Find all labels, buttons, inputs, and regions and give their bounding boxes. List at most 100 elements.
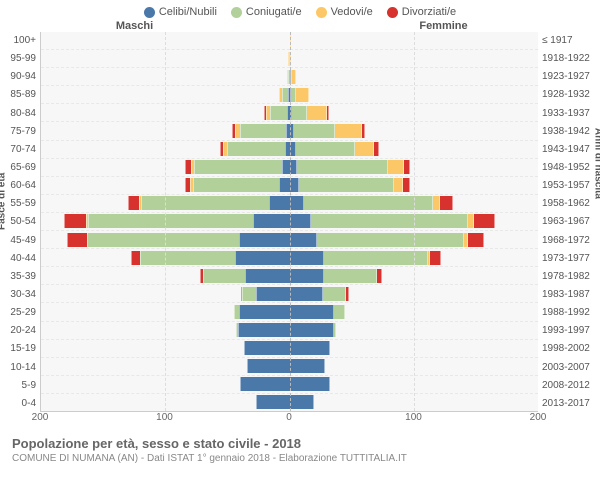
bar-segment-married xyxy=(140,251,234,265)
age-label: 10-14 xyxy=(0,359,36,376)
bar-segment-single xyxy=(245,269,290,283)
legend-item: Vedovi/e xyxy=(316,6,373,18)
bar-segment-single xyxy=(290,323,334,337)
bar-segment-single xyxy=(279,178,289,192)
age-label: 40-44 xyxy=(0,250,36,267)
bar-group xyxy=(290,287,408,301)
birth-year-label: 1993-1997 xyxy=(542,322,600,339)
chart-title: Popolazione per età, sesso e stato civil… xyxy=(0,428,600,451)
birth-year-label: 1958-1962 xyxy=(542,195,600,212)
age-label: 30-34 xyxy=(0,286,36,303)
birth-year-label: 1988-1992 xyxy=(542,304,600,321)
bar-segment-widowed xyxy=(388,160,404,174)
bar-segment-single xyxy=(235,251,290,265)
bar-group xyxy=(200,395,289,409)
bar-segment-single xyxy=(238,323,290,337)
bar-segment-single xyxy=(247,359,290,373)
bar-group xyxy=(174,124,290,138)
bar-segment-single xyxy=(253,214,289,228)
x-ticks: 2001000100200 xyxy=(40,412,538,428)
bar-segment-single xyxy=(269,196,290,210)
bar-segment-married xyxy=(141,196,268,210)
bar-segment-divorced xyxy=(128,196,139,210)
bar-segment-married xyxy=(270,106,287,120)
bar-segment-married xyxy=(317,233,465,247)
bar-segment-married xyxy=(299,178,394,192)
birth-year-label: 1983-1987 xyxy=(542,286,600,303)
bar-group xyxy=(290,70,319,84)
bar-segment-single xyxy=(239,233,289,247)
bar-group xyxy=(290,395,367,409)
birth-year-label: 1933-1937 xyxy=(542,105,600,122)
birth-year-label: 1963-1967 xyxy=(542,213,600,230)
birth-year-label: 2013-2017 xyxy=(542,395,600,412)
birth-year-label: 2003-2007 xyxy=(542,359,600,376)
bar-group xyxy=(290,359,383,373)
bar-segment-divorced xyxy=(430,251,441,265)
age-label: 75-79 xyxy=(0,123,36,140)
bar-group xyxy=(290,88,353,102)
bar-segment-married xyxy=(240,124,286,138)
x-tick-label: 100 xyxy=(405,412,422,423)
bar-segment-single xyxy=(290,269,325,283)
bar-segment-divorced xyxy=(377,269,382,283)
legend-item: Celibi/Nubili xyxy=(144,6,217,18)
bar-segment-married xyxy=(334,305,345,319)
bar-group xyxy=(290,341,389,355)
bar-segment-married xyxy=(87,233,240,247)
bar-segment-widowed xyxy=(296,88,309,102)
bar-segment-divorced xyxy=(474,214,495,228)
bar-segment-widowed xyxy=(307,106,328,120)
age-label: 100+ xyxy=(0,32,36,49)
bar-segment-divorced xyxy=(346,287,348,301)
bar-segment-single xyxy=(290,251,324,265)
age-label: 95-99 xyxy=(0,50,36,67)
age-label: 25-29 xyxy=(0,304,36,321)
birth-year-label: 1998-2002 xyxy=(542,340,600,357)
birth-year-label: 1948-1952 xyxy=(542,159,600,176)
bar-group xyxy=(93,251,289,265)
bar-segment-married xyxy=(296,142,355,156)
age-label: 15-19 xyxy=(0,340,36,357)
bar-segment-single xyxy=(290,196,305,210)
bar-segment-married xyxy=(323,287,346,301)
x-tick-label: 0 xyxy=(286,412,292,423)
bar-group xyxy=(290,251,481,265)
bar-group xyxy=(277,70,289,84)
bar-segment-divorced xyxy=(64,214,86,228)
age-label: 0-4 xyxy=(0,395,36,412)
bar-group xyxy=(290,160,460,174)
bar-group xyxy=(174,305,290,319)
x-axis: 2001000100200 xyxy=(0,412,600,428)
legend-label: Celibi/Nubili xyxy=(159,6,217,18)
bar-group xyxy=(162,142,290,156)
age-label: 70-74 xyxy=(0,141,36,158)
bar-segment-single xyxy=(290,359,326,373)
bar-segment-widowed xyxy=(355,142,374,156)
bar-segment-divorced xyxy=(404,160,410,174)
bar-group xyxy=(216,106,289,120)
bar-segment-widowed xyxy=(394,178,404,192)
bar-segment-divorced xyxy=(468,233,484,247)
bar-segment-single xyxy=(290,341,331,355)
bar-segment-married xyxy=(227,142,284,156)
bar-segment-married xyxy=(203,269,244,283)
bar-segment-single xyxy=(240,377,289,391)
legend-label: Divorziati/e xyxy=(402,6,456,18)
birth-year-label: 1973-1977 xyxy=(542,250,600,267)
bar-group xyxy=(183,287,290,301)
bar-segment-single xyxy=(290,214,311,228)
birth-year-label: 1928-1932 xyxy=(542,86,600,103)
bar-segment-single xyxy=(256,395,289,409)
bar-segment-divorced xyxy=(327,106,329,120)
bar-group xyxy=(290,377,389,391)
bar-segment-married xyxy=(324,269,377,283)
bar-segment-married xyxy=(334,323,337,337)
bar-segment-divorced xyxy=(403,178,410,192)
bar-segment-married xyxy=(311,214,469,228)
bar-group xyxy=(290,214,514,228)
legend-swatch xyxy=(316,7,327,18)
bar-segment-single xyxy=(290,287,323,301)
chart-subtitle: COMUNE DI NUMANA (AN) - Dati ISTAT 1° ge… xyxy=(0,451,600,464)
bar-group xyxy=(176,323,289,337)
